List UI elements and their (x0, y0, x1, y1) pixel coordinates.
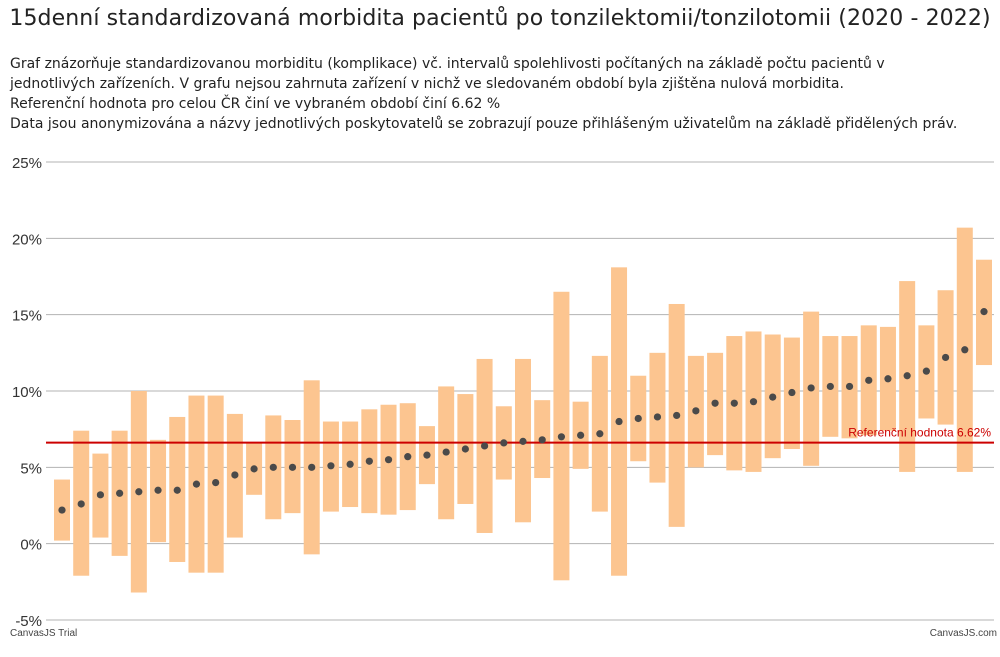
morbidity-point[interactable] (173, 486, 181, 494)
morbidity-point[interactable] (346, 460, 354, 468)
morbidity-point[interactable] (58, 506, 66, 514)
morbidity-point[interactable] (269, 463, 277, 471)
morbidity-point[interactable] (192, 480, 201, 488)
range-bars (54, 227, 992, 593)
credit-right[interactable]: CanvasJS.com (930, 628, 997, 639)
morbidity-point[interactable] (711, 399, 719, 407)
morbidity-point[interactable] (807, 384, 815, 392)
morbidity-point[interactable] (845, 382, 854, 391)
morbidity-point[interactable] (423, 451, 431, 459)
y-axis-labels: -5% 0% 5% 10% 15% 20% 25% (12, 155, 42, 630)
morbidity-point[interactable] (865, 376, 873, 384)
description-line: Data jsou anonymizována a názvy jednotli… (10, 116, 958, 132)
morbidity-point[interactable] (538, 436, 546, 444)
morbidity-point[interactable] (500, 439, 508, 447)
morbidity-point[interactable] (135, 488, 143, 496)
y-tick-label: 15% (12, 308, 42, 325)
morbidity-point[interactable] (557, 433, 566, 441)
morbidity-point[interactable] (519, 437, 527, 445)
morbidity-point[interactable] (384, 456, 393, 464)
morbidity-point[interactable] (365, 457, 373, 465)
morbidity-point[interactable] (96, 491, 105, 499)
chart-title: 15denní standardizovaná morbidita pacien… (9, 6, 991, 31)
morbidity-point[interactable] (980, 308, 988, 316)
morbidity-point[interactable] (116, 489, 124, 497)
reference-line-label: Referenční hodnota 6.62% (848, 426, 991, 440)
morbidity-point[interactable] (884, 375, 892, 383)
morbidity-point[interactable] (769, 393, 777, 401)
morbidity-point[interactable] (327, 462, 335, 470)
morbidity-point[interactable] (442, 448, 450, 456)
morbidity-point[interactable] (634, 414, 642, 423)
chart-description: Graf znázorňuje standardizovanou morbidi… (10, 54, 970, 134)
morbidity-point[interactable] (308, 463, 316, 471)
value-points (58, 308, 988, 514)
morbidity-point[interactable] (903, 372, 911, 380)
morbidity-point[interactable] (288, 463, 297, 471)
morbidity-point[interactable] (154, 486, 162, 494)
morbidity-point[interactable] (673, 411, 681, 420)
morbidity-point[interactable] (653, 413, 662, 421)
morbidity-point[interactable] (730, 399, 738, 407)
morbidity-point[interactable] (212, 479, 220, 487)
morbidity-point[interactable] (941, 353, 950, 362)
y-tick-label: 20% (12, 231, 42, 248)
y-tick-label: 25% (12, 155, 42, 172)
morbidity-point[interactable] (749, 398, 758, 406)
morbidity-point[interactable] (615, 417, 623, 426)
morbidity-point[interactable] (461, 445, 469, 453)
morbidity-point[interactable] (404, 453, 412, 461)
credit-left[interactable]: CanvasJS Trial (10, 628, 77, 639)
morbidity-point[interactable] (826, 382, 834, 391)
morbidity-point[interactable] (922, 367, 930, 375)
morbidity-point[interactable] (77, 500, 85, 508)
y-tick-label: 0% (20, 537, 42, 554)
morbidity-point[interactable] (788, 388, 796, 397)
morbidity-point[interactable] (250, 465, 258, 473)
morbidity-point[interactable] (961, 346, 969, 354)
morbidity-point[interactable] (577, 431, 585, 439)
y-tick-label: -5% (15, 613, 42, 630)
morbidity-point[interactable] (596, 430, 604, 438)
description-line: Graf znázorňuje standardizovanou morbidi… (10, 56, 885, 92)
y-tick-label: 5% (20, 460, 42, 477)
morbidity-point[interactable] (231, 471, 239, 479)
morbidity-point[interactable] (480, 442, 489, 450)
y-tick-label: 10% (12, 384, 42, 401)
morbidity-point[interactable] (692, 407, 700, 415)
description-line: Referenční hodnota pro celou ČR činí ve … (10, 96, 501, 112)
